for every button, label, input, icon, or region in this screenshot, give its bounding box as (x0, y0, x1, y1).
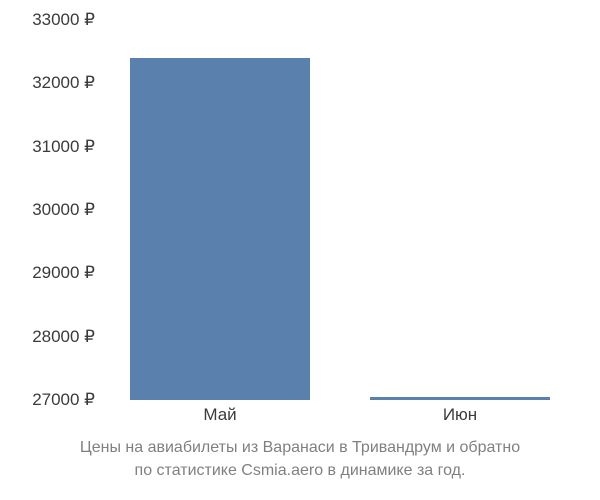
plot-area (100, 20, 580, 400)
bar (130, 58, 310, 400)
y-tick-label: 32000 ₽ (32, 73, 95, 93)
chart-caption: Цены на авиабилеты из Варанаси в Триванд… (0, 437, 600, 482)
y-tick-label: 33000 ₽ (32, 10, 95, 30)
y-tick-label: 29000 ₽ (32, 263, 95, 283)
bar (370, 397, 550, 400)
y-tick-label: 27000 ₽ (32, 390, 95, 410)
y-tick-label: 31000 ₽ (32, 137, 95, 157)
caption-line-2: по статистике Csmia.aero в динамике за г… (135, 462, 466, 479)
price-bar-chart: 27000 ₽ 28000 ₽ 29000 ₽ 30000 ₽ 31000 ₽ 32000… (0, 0, 600, 500)
y-tick-label: 30000 ₽ (32, 200, 95, 220)
y-tick-label: 28000 ₽ (32, 327, 95, 347)
caption-line-1: Цены на авиабилеты из Варанаси в Триванд… (80, 439, 520, 456)
x-tick-label: Май (203, 405, 236, 425)
x-tick-label: Июн (443, 405, 477, 425)
